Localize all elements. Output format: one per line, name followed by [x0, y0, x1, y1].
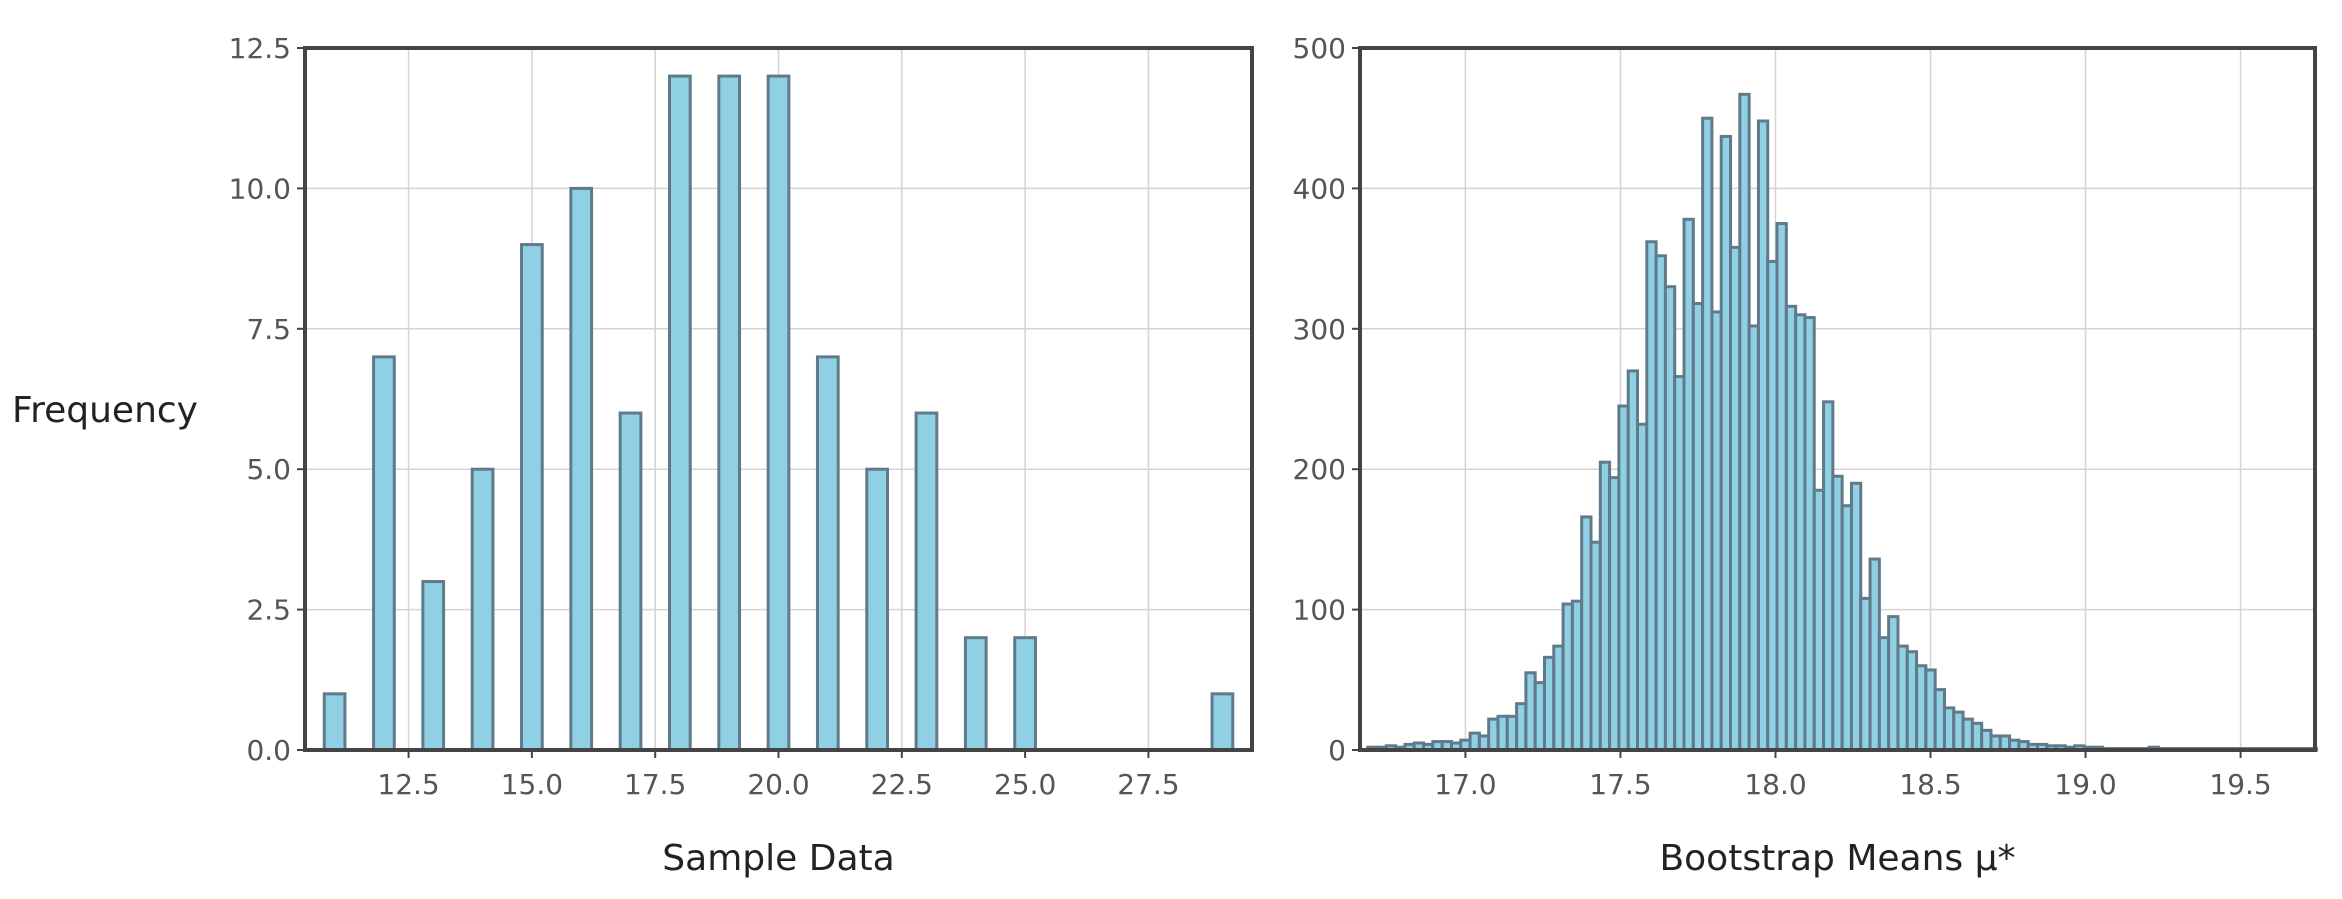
x-tick-label: 12.5	[377, 768, 439, 801]
bar	[520, 243, 544, 752]
bar	[618, 411, 643, 752]
y-tick-label: 0	[1328, 734, 1346, 767]
x-ticks: 12.5 15.0 17.5 20.0 22.5 25.0 27.5	[377, 750, 1180, 801]
bars	[322, 74, 1235, 752]
x-ticks: 17.0 17.5 18.0 18.5 19.0 19.5	[1434, 750, 2272, 801]
x-axis-label: Bootstrap Means μ*	[1659, 838, 2015, 879]
y-tick-label: 200	[1293, 453, 1346, 486]
x-tick-label: 17.5	[1589, 768, 1651, 801]
y-tick-label: 0.0	[246, 734, 291, 767]
y-tick-label: 100	[1293, 594, 1346, 627]
x-tick-label: 15.0	[501, 768, 563, 801]
sample-data-histogram: 0.0 2.5 5.0 7.5 10.0 12.5 12.5 15.0 17.5 20.0 22.…	[12, 32, 1254, 879]
bar	[322, 692, 347, 752]
bar	[667, 74, 692, 752]
y-axis-label: Frequency	[12, 390, 198, 431]
y-tick-label: 10.0	[229, 172, 291, 205]
y-ticks: 0.0 2.5 5.0 7.5 10.0 12.5	[229, 32, 305, 767]
y-tick-label: 2.5	[246, 594, 291, 627]
y-tick-label: 5.0	[246, 453, 291, 486]
bar	[717, 74, 742, 752]
bar	[963, 636, 988, 752]
y-tick-label: 12.5	[229, 32, 291, 65]
bar	[1210, 692, 1235, 752]
plot-frame	[1358, 46, 2317, 752]
x-tick-label: 19.5	[2209, 768, 2271, 801]
y-tick-label: 300	[1293, 313, 1346, 346]
bar	[766, 74, 791, 752]
x-tick-label: 25.0	[994, 768, 1056, 801]
x-tick-label: 22.5	[871, 768, 933, 801]
x-tick-label: 18.5	[1899, 768, 1961, 801]
x-tick-label: 18.0	[1744, 768, 1806, 801]
bar	[372, 355, 396, 752]
bar	[569, 186, 594, 752]
bootstrap-means-histogram: 0 100 200 300 400 500 17.0 17.5 18.0 18.5 19.0 19.…	[1293, 32, 2319, 879]
bar	[421, 580, 446, 752]
bar	[470, 467, 495, 752]
x-tick-label: 17.5	[624, 768, 686, 801]
bar	[865, 467, 890, 752]
y-tick-label: 400	[1293, 172, 1346, 205]
x-tick-label: 17.0	[1434, 768, 1496, 801]
y-tick-label: 500	[1293, 32, 1346, 65]
x-tick-label: 27.5	[1117, 768, 1179, 801]
bar	[815, 355, 840, 752]
x-tick-label: 20.0	[747, 768, 809, 801]
bar	[914, 411, 939, 752]
x-tick-label: 19.0	[2054, 768, 2116, 801]
plot-frame	[303, 46, 1254, 752]
x-axis-label: Sample Data	[662, 838, 894, 879]
bars	[1366, 92, 2319, 752]
bar	[1013, 636, 1037, 752]
y-tick-label: 7.5	[246, 313, 291, 346]
y-ticks: 0 100 200 300 400 500	[1293, 32, 1360, 767]
